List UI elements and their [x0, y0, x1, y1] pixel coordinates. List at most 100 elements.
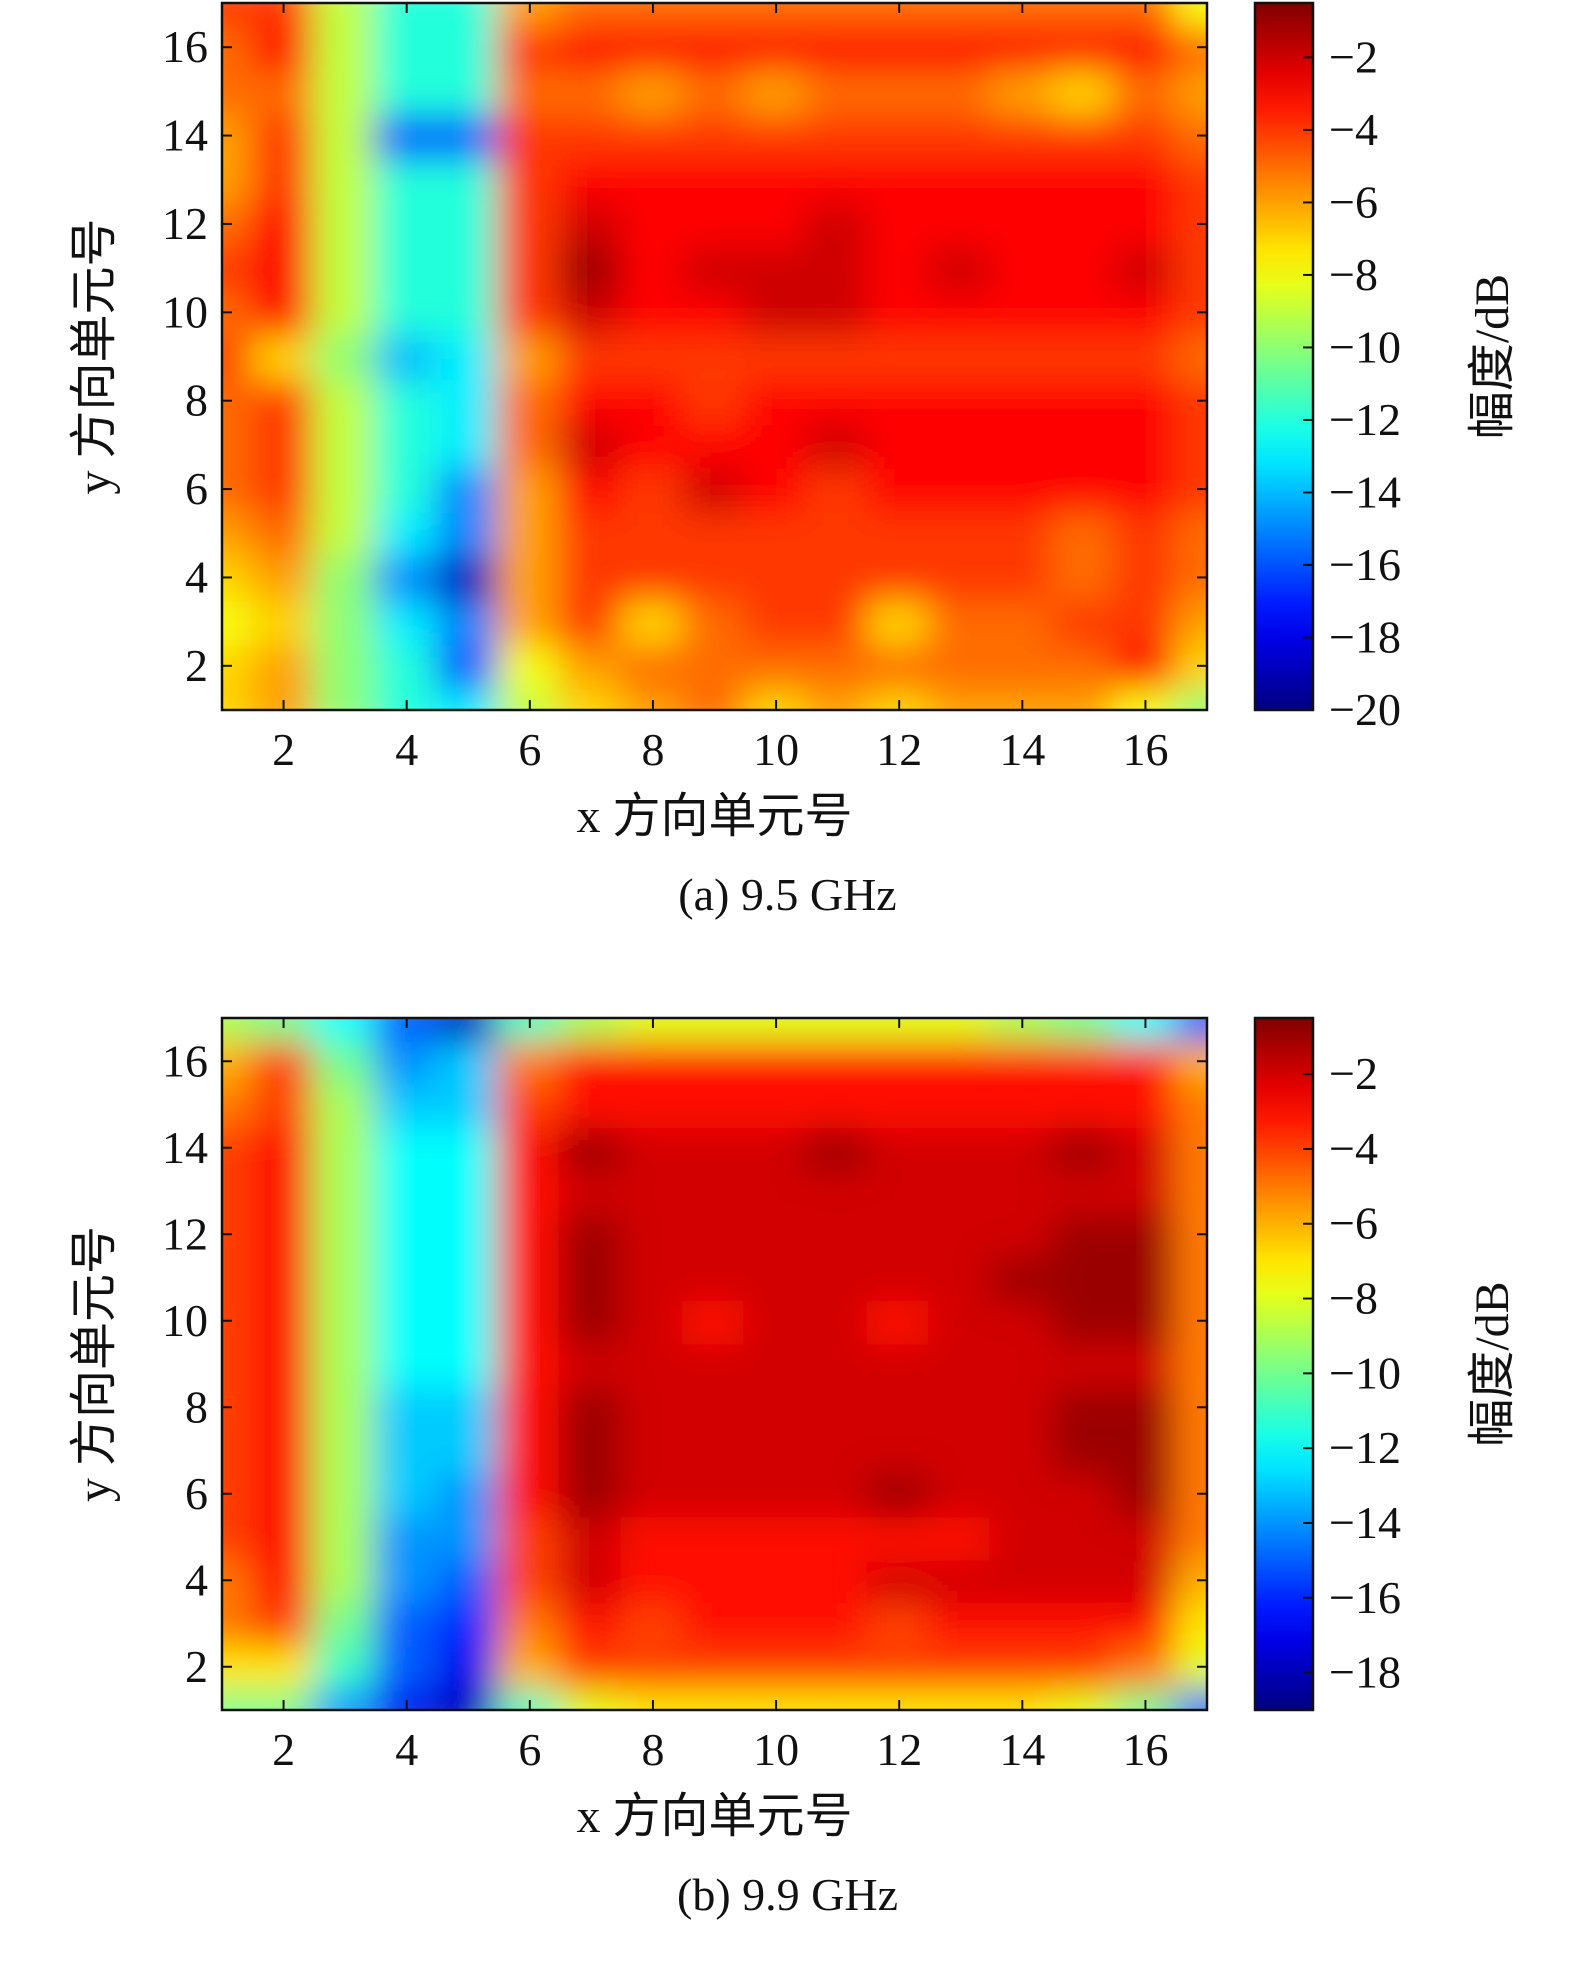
- y-tick-label: 10: [162, 286, 208, 337]
- heatmap-cell: [866, 553, 932, 602]
- heatmap-cell: [312, 1686, 378, 1710]
- heatmap-cell: [1112, 464, 1179, 514]
- heatmap-cell: [222, 155, 255, 204]
- heatmap-cell: [681, 1253, 748, 1302]
- heatmap-cell: [1051, 420, 1117, 469]
- heatmap-cell: [558, 1470, 625, 1518]
- heatmap-cell: [497, 1018, 563, 1042]
- heatmap-cell: [804, 641, 871, 690]
- heatmap-cell: [1051, 376, 1117, 425]
- heatmap-cell: [927, 1124, 994, 1172]
- x-tick-label: 12: [876, 1724, 922, 1775]
- heatmap-cell: [1112, 199, 1179, 249]
- heatmap-cell: [927, 1297, 994, 1345]
- heatmap-cell: [497, 1556, 563, 1604]
- heatmap-cell: [312, 199, 378, 249]
- heatmap-cell: [1051, 1643, 1117, 1691]
- heatmap-cell: [681, 376, 748, 425]
- heatmap-cell: [927, 1556, 994, 1604]
- heatmap-cell: [250, 1037, 317, 1085]
- heatmap-cell: [866, 1513, 932, 1561]
- heatmap-cell: [681, 1167, 748, 1215]
- x-tick-label: 16: [1122, 724, 1168, 775]
- heatmap-cell: [927, 641, 994, 690]
- heatmap-cell: [866, 597, 932, 646]
- heatmap-cell: [743, 509, 809, 558]
- heatmap-cell: [250, 1686, 317, 1710]
- y-tick-label: 2: [185, 640, 208, 691]
- y-axis-label: y 方向单元号: [68, 1226, 121, 1502]
- colorbar-label: 幅度/dB: [1466, 274, 1519, 439]
- heatmap-cell: [681, 1210, 748, 1258]
- y-tick-label: 2: [185, 1641, 208, 1692]
- heatmap-cell: [681, 111, 748, 160]
- heatmap-cell: [804, 1167, 871, 1215]
- heatmap-cell: [681, 1513, 748, 1561]
- heatmap-cell: [435, 1643, 502, 1691]
- heatmap-cell: [312, 1340, 378, 1388]
- heatmap-cells: [222, 3, 1207, 710]
- heatmap-cell: [620, 1426, 686, 1475]
- heatmap-cell: [558, 1167, 625, 1215]
- heatmap-cell: [927, 1426, 994, 1475]
- heatmap-cell: [558, 1686, 625, 1710]
- heatmap-cell: [373, 1470, 440, 1518]
- heatmap-cell: [743, 1686, 809, 1710]
- heatmap-cell: [250, 641, 317, 690]
- heatmap-cell: [989, 67, 1056, 116]
- heatmap-cell: [743, 244, 809, 293]
- heatmap-cell: [1174, 1167, 1207, 1215]
- heatmap-cell: [866, 1297, 932, 1345]
- heatmap-cell: [312, 1470, 378, 1518]
- heatmap-cell: [497, 1340, 563, 1388]
- heatmap-cell: [620, 1018, 686, 1042]
- heatmap-cell: [312, 1383, 378, 1431]
- heatmap-cell: [497, 332, 563, 381]
- heatmap-cell: [866, 1253, 932, 1302]
- heatmap-cell: [681, 1340, 748, 1388]
- colorbar-tick-label: −12: [1329, 1422, 1401, 1473]
- heatmap-cell: [927, 685, 994, 710]
- heatmap-cell: [989, 1599, 1056, 1648]
- heatmap-cell: [435, 420, 502, 469]
- heatmap-cell: [681, 1037, 748, 1085]
- heatmap-cell: [866, 1643, 932, 1691]
- heatmap-cell: [1051, 199, 1117, 249]
- heatmap-cell: [250, 1426, 317, 1475]
- heatmap-cell: [989, 199, 1056, 249]
- heatmap-cell: [743, 1470, 809, 1518]
- heatmap-cell: [435, 641, 502, 690]
- y-axis-label: y 方向单元号: [68, 218, 121, 494]
- heatmap-cell: [927, 1643, 994, 1691]
- heatmap-cell: [312, 641, 378, 690]
- heatmap-cell: [373, 244, 440, 293]
- heatmap-cell: [312, 332, 378, 381]
- colorbar-tick-label: −4: [1329, 104, 1378, 155]
- heatmap-cell: [497, 288, 563, 337]
- heatmap-cell: [1112, 111, 1179, 160]
- heatmap-cell: [927, 1686, 994, 1710]
- heatmap-cell: [927, 464, 994, 514]
- heatmap-cell: [804, 332, 871, 381]
- heatmap-cell: [804, 1018, 871, 1042]
- x-tick-label: 2: [272, 1724, 295, 1775]
- heatmap-cell: [250, 1383, 317, 1431]
- colorbar-tick-label: −8: [1329, 249, 1378, 300]
- heatmap-cell: [558, 111, 625, 160]
- heatmap-cell: [435, 1080, 502, 1129]
- heatmap-cell: [250, 199, 317, 249]
- heatmap-cell: [866, 1018, 932, 1042]
- heatmap-cell: [681, 1080, 748, 1129]
- heatmap-cell: [1051, 1018, 1117, 1042]
- heatmap-cell: [743, 1556, 809, 1604]
- heatmap-cell: [989, 1080, 1056, 1129]
- heatmap-cell: [250, 1340, 317, 1388]
- heatmap-cell: [1174, 1513, 1207, 1561]
- heatmap-cell: [620, 1297, 686, 1345]
- heatmap-cell: [804, 1253, 871, 1302]
- heatmap-cell: [373, 1253, 440, 1302]
- heatmap-cell: [250, 464, 317, 514]
- y-tick-label: 12: [162, 1208, 208, 1259]
- heatmap-cell: [681, 1018, 748, 1042]
- colorbar-tick-label: −10: [1329, 321, 1401, 372]
